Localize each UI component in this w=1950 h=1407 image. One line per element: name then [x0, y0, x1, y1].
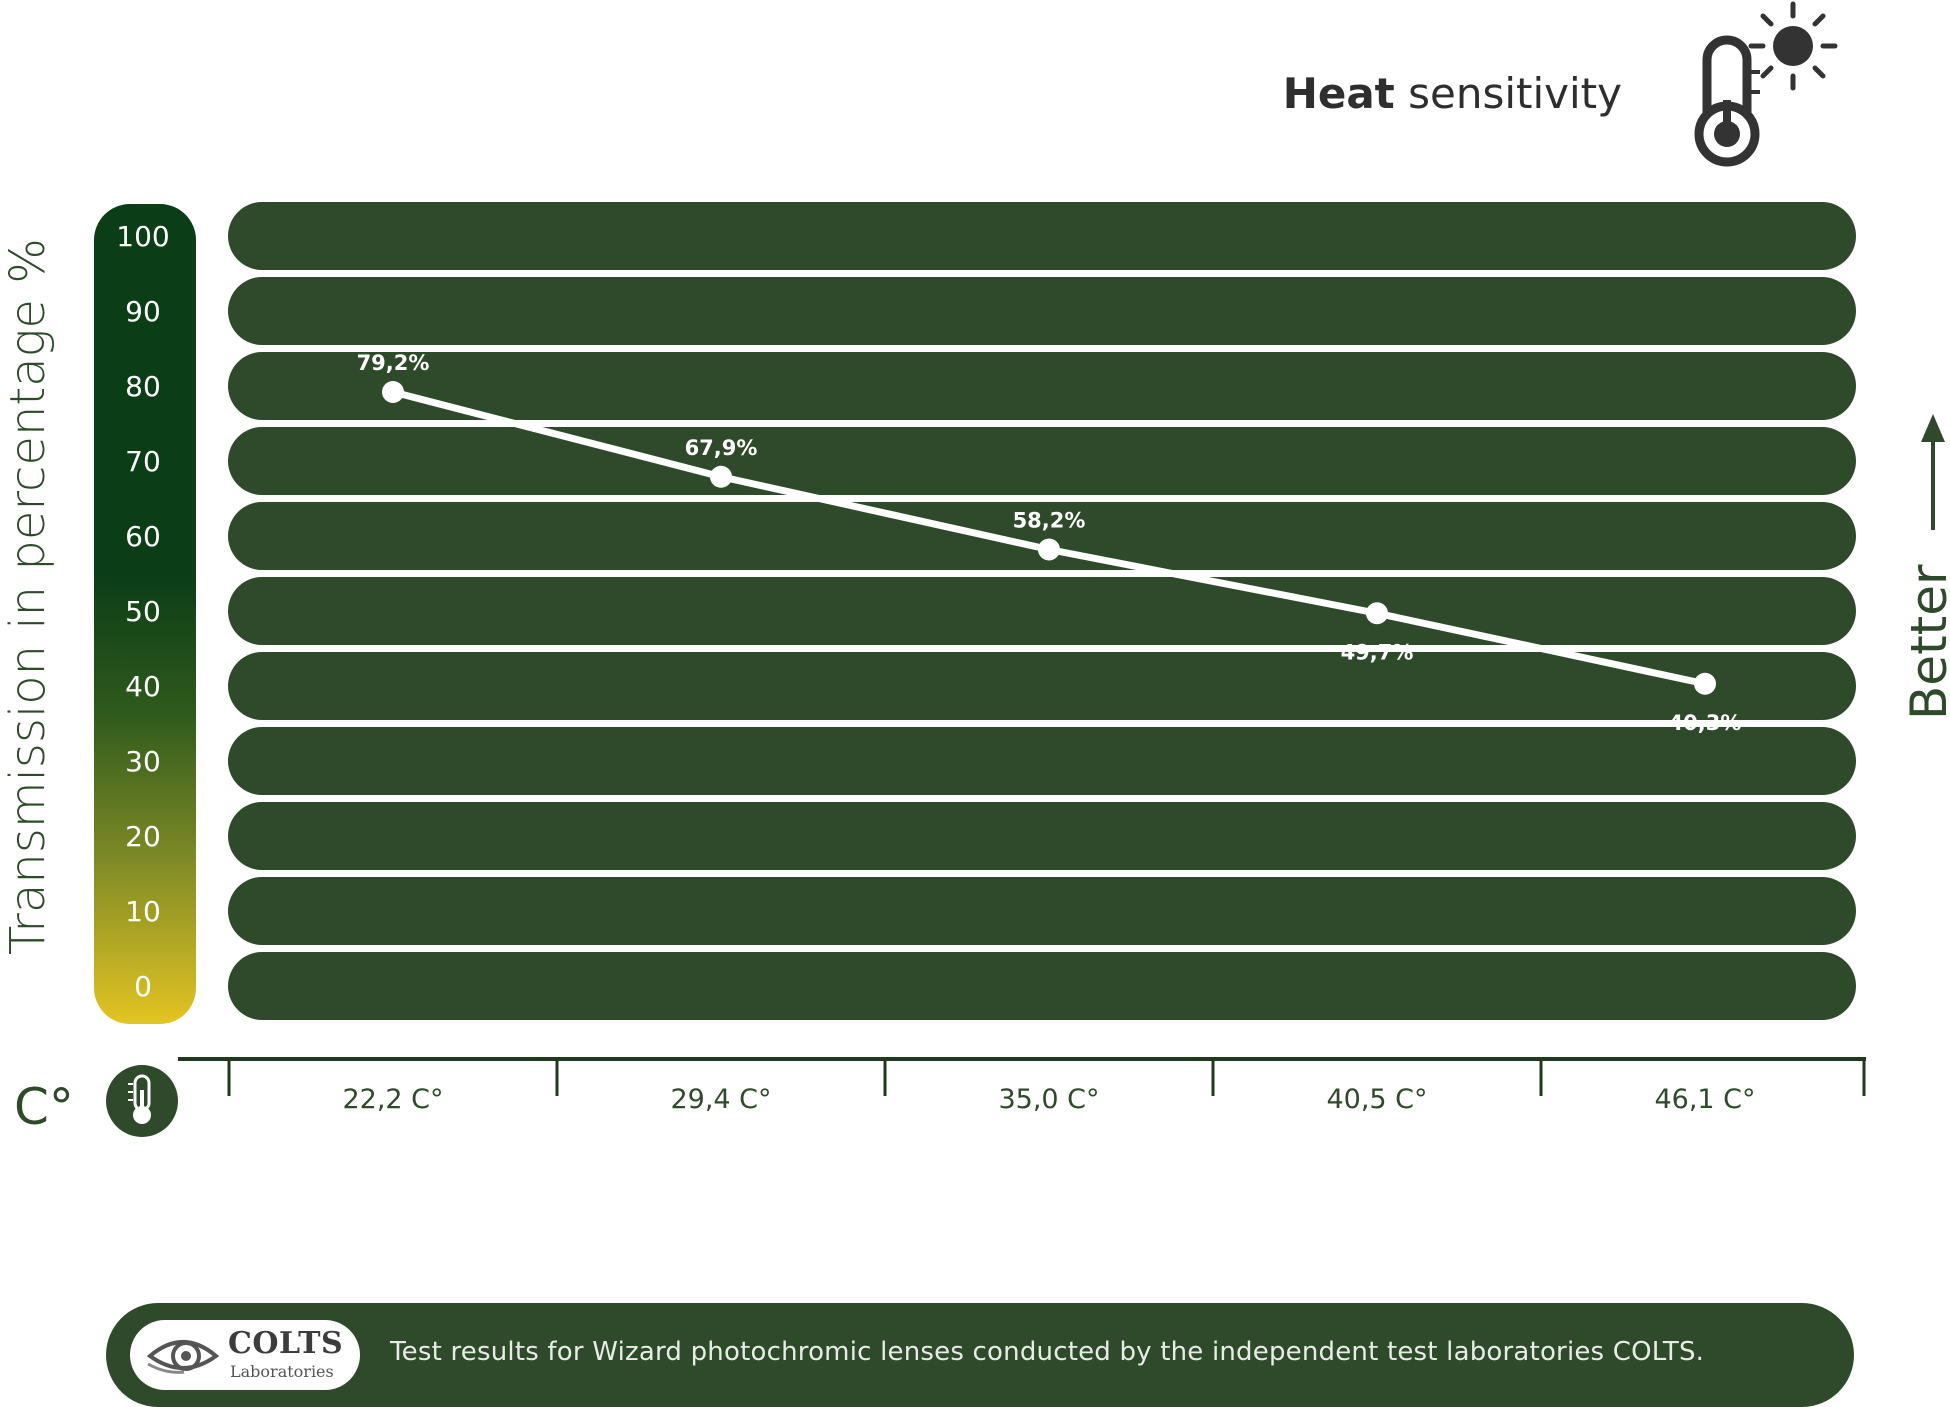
grid-band — [228, 277, 1856, 345]
data-label: 67,9% — [685, 436, 758, 460]
data-point — [1366, 602, 1388, 625]
grid-band — [228, 502, 1856, 570]
y-tick-label: 20 — [125, 820, 161, 853]
data-label: 79,2% — [357, 351, 430, 375]
grid-band — [228, 352, 1856, 420]
y-scale-pill — [94, 204, 196, 1024]
x-tick-label: 40,5 C° — [1326, 1084, 1427, 1115]
eye-icon — [146, 1340, 220, 1374]
y-axis-label: Transmission in percentage % — [0, 238, 56, 955]
y-tick-label: 100 — [116, 220, 169, 253]
x-tick-label: 22,2 C° — [342, 1084, 443, 1115]
colts-sub: Laboratories — [230, 1362, 334, 1381]
data-label: 49,7% — [1341, 640, 1414, 664]
grid-band — [228, 427, 1856, 495]
y-tick-label: 10 — [125, 895, 161, 928]
up-arrow-icon — [1921, 414, 1945, 530]
y-tick-label: 0 — [134, 970, 152, 1003]
data-point — [1694, 672, 1716, 695]
grid-band — [228, 727, 1856, 795]
y-tick-label: 70 — [125, 445, 161, 478]
data-label: 40,3% — [1669, 711, 1742, 735]
x-tick-label: 46,1 C° — [1654, 1084, 1755, 1115]
title-rest: sensitivity — [1395, 69, 1622, 118]
data-point — [1038, 538, 1060, 561]
temp-unit-label: C° — [14, 1078, 74, 1136]
grid-band — [228, 577, 1856, 645]
x-tick-label: 29,4 C° — [670, 1084, 771, 1115]
colts-name: COLTS — [228, 1326, 344, 1361]
data-label: 58,2% — [1013, 509, 1086, 533]
better-label: Better — [1900, 564, 1950, 720]
data-point — [710, 465, 732, 488]
y-tick-label: 50 — [125, 595, 161, 628]
thermometer-icon — [106, 1065, 178, 1137]
title-bold: Heat — [1283, 69, 1395, 118]
chart-title: Heat sensitivity — [1283, 69, 1622, 118]
y-tick-label: 30 — [125, 745, 161, 778]
y-tick-label: 90 — [125, 295, 161, 328]
grid-band — [228, 952, 1856, 1020]
grid-band — [228, 802, 1856, 870]
grid-band — [228, 652, 1856, 720]
data-point — [382, 381, 404, 403]
grid-band — [228, 202, 1856, 270]
footer-banner: COLTS Laboratories Test results for Wiza… — [106, 1303, 1854, 1407]
x-tick-label: 35,0 C° — [998, 1084, 1099, 1115]
footer-text: Test results for Wizard photochromic len… — [390, 1337, 1705, 1367]
y-tick-label: 60 — [125, 520, 161, 553]
y-tick-label: 80 — [125, 370, 161, 403]
colts-logo: COLTS Laboratories — [130, 1320, 360, 1390]
grid-band — [228, 877, 1856, 945]
thermometer-sun-icon — [1694, 1, 1838, 167]
x-axis — [178, 1057, 1866, 1096]
y-tick-label: 40 — [125, 670, 161, 703]
